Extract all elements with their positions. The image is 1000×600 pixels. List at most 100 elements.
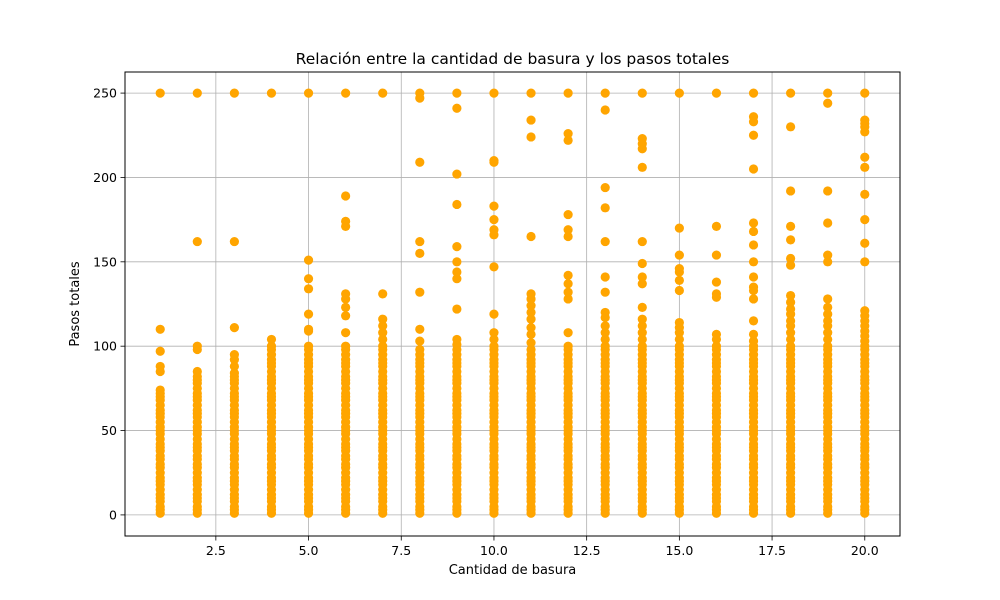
data-point <box>155 361 165 372</box>
data-point <box>452 199 462 210</box>
data-point <box>786 304 796 314</box>
data-point <box>303 324 314 334</box>
data-point <box>748 164 759 174</box>
data-point <box>341 191 351 201</box>
y-tick-label: 200 <box>93 170 117 185</box>
data-point <box>600 88 610 98</box>
data-point <box>563 128 573 139</box>
data-point <box>415 336 425 346</box>
data-point <box>155 324 165 334</box>
data-point <box>786 328 796 338</box>
data-point <box>674 263 684 274</box>
data-point <box>489 215 499 225</box>
data-point <box>229 350 239 360</box>
data-point <box>378 321 388 331</box>
data-point <box>489 201 499 211</box>
data-point <box>637 314 647 324</box>
data-point <box>526 132 536 142</box>
data-point <box>489 309 499 319</box>
data-point <box>600 287 610 297</box>
data-point <box>378 341 388 351</box>
data-point <box>786 186 796 196</box>
data-point <box>860 306 870 316</box>
data-point <box>823 250 833 260</box>
data-point <box>637 134 647 144</box>
data-point <box>860 162 870 172</box>
data-point <box>303 309 314 319</box>
data-point <box>748 294 759 304</box>
data-point <box>823 218 833 228</box>
data-point <box>860 115 870 125</box>
data-point <box>452 304 462 314</box>
data-point <box>452 242 462 252</box>
data-point <box>192 88 202 98</box>
data-point <box>600 105 610 115</box>
data-point <box>229 361 239 372</box>
data-point <box>674 88 684 98</box>
data-point <box>341 216 351 226</box>
x-tick-label: 12.5 <box>573 543 601 558</box>
data-point <box>786 122 796 132</box>
data-point <box>786 260 796 270</box>
data-point <box>563 231 573 242</box>
data-point <box>526 307 536 318</box>
x-tick-label: 20.0 <box>851 543 879 558</box>
data-point <box>600 307 610 318</box>
x-axis-title: Cantidad de basura <box>449 563 577 578</box>
data-point <box>600 334 610 345</box>
data-point <box>563 294 573 304</box>
data-point <box>748 218 759 228</box>
data-point <box>786 290 796 301</box>
data-point <box>823 334 833 345</box>
data-point <box>786 341 796 351</box>
data-point <box>526 289 536 299</box>
data-point <box>600 236 610 247</box>
data-point <box>748 257 759 267</box>
y-axis-ticks: 0 50 100 150 200 250 <box>93 86 125 522</box>
data-point <box>823 257 833 267</box>
data-point <box>860 215 870 225</box>
data-point <box>600 182 610 193</box>
data-point <box>192 366 202 377</box>
data-point <box>860 238 870 248</box>
data-point <box>563 270 573 280</box>
y-tick-label: 100 <box>93 339 117 354</box>
data-point <box>563 225 573 235</box>
data-point <box>526 301 536 311</box>
x-tick-label: 17.5 <box>758 543 786 558</box>
data-point <box>786 334 796 345</box>
data-point <box>860 189 870 199</box>
data-point <box>526 314 536 324</box>
data-point <box>711 289 722 299</box>
y-tick-label: 250 <box>93 86 117 101</box>
x-axis-ticks: 2.5 5.0 7.5 10.0 12.5 15.0 17.5 20.0 <box>206 536 879 558</box>
data-point <box>415 287 425 297</box>
data-point <box>674 334 684 345</box>
data-point <box>192 236 202 247</box>
data-point <box>637 341 647 351</box>
data-point <box>526 338 536 348</box>
data-point <box>155 88 165 98</box>
data-point <box>489 225 499 235</box>
data-point <box>415 248 425 258</box>
data-point <box>823 302 833 312</box>
data-point <box>711 341 722 351</box>
data-point <box>489 328 499 338</box>
data-point <box>748 226 759 237</box>
data-point <box>155 385 165 395</box>
y-tick-label: 50 <box>101 423 117 438</box>
data-point <box>378 314 388 324</box>
chart-title: Relación entre la cantidad de basura y l… <box>296 50 730 68</box>
data-point <box>748 282 759 292</box>
data-point <box>378 88 388 98</box>
x-tick-label: 15.0 <box>665 543 693 558</box>
data-point <box>637 302 647 312</box>
data-point <box>563 88 573 98</box>
data-point <box>489 341 499 351</box>
data-point <box>563 279 573 289</box>
data-point <box>303 274 314 284</box>
data-point <box>637 258 647 269</box>
data-point <box>526 231 536 242</box>
data-point <box>711 277 722 287</box>
data-point <box>823 316 833 326</box>
